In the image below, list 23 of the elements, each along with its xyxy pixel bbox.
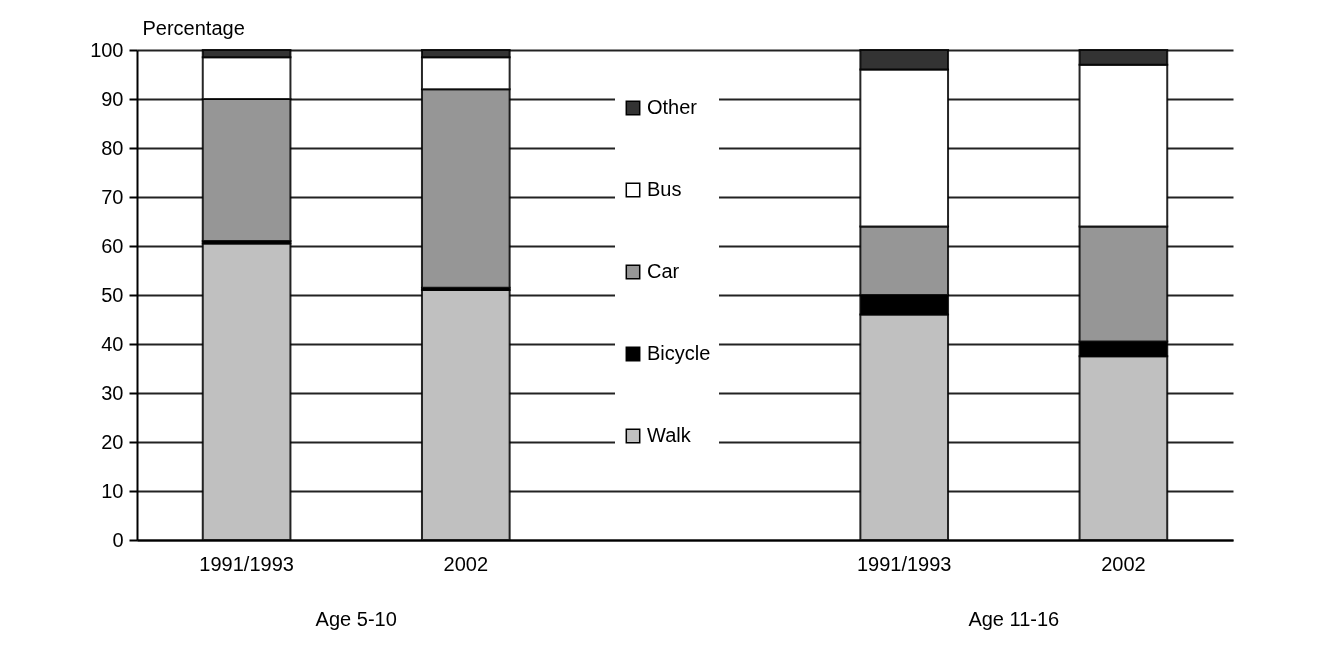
x-tick-label: 1991/1993 [856,552,952,575]
y-tick-label: 30 [101,381,124,404]
y-tick-label: 80 [101,136,124,159]
y-tick-label: 20 [101,430,124,453]
legend-label: Other [647,96,698,118]
legend-label: Walk [647,424,692,446]
y-tick-label: 0 [112,528,124,551]
legend-label: Bus [647,178,682,200]
text: Age 5-10 [315,608,397,630]
x-tick-label: 2002 [443,552,489,575]
x-tick-label: 1991/1993 [199,552,294,575]
y-tick-label: 100 [90,38,124,61]
y-tick-label: 50 [101,283,124,306]
x-tick-label: 2002 [1101,552,1146,575]
y-axis-title: Percentage [142,16,245,39]
legend-label: Bicycle [647,342,711,364]
text: Age 11-16 [968,608,1060,630]
y-tick-label: 40 [101,332,124,355]
y-tick-label: 60 [101,234,124,257]
legend-label: Car [647,260,680,282]
y-tick-label: 90 [101,87,124,110]
y-tick-label: 10 [101,479,124,502]
y-tick-label: 70 [101,185,124,208]
